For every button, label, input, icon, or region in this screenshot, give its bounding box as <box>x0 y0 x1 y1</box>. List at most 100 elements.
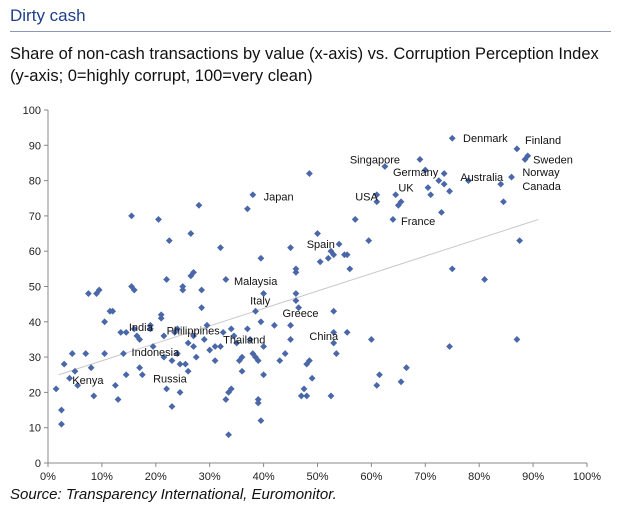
data-point <box>58 406 65 414</box>
data-point <box>117 328 125 336</box>
data-point <box>481 276 488 283</box>
country-label: France <box>401 216 435 228</box>
data-point <box>219 328 227 336</box>
data-point <box>254 357 262 365</box>
data-point <box>203 321 211 329</box>
y-tick-label: 10 <box>29 423 41 435</box>
data-point <box>260 371 267 379</box>
country-label: Germany <box>393 167 439 179</box>
data-point <box>281 350 289 357</box>
data-point <box>516 237 524 245</box>
data-point <box>513 145 521 153</box>
data-point <box>403 364 410 372</box>
data-point <box>147 325 154 333</box>
country-label: Singapore <box>350 154 400 166</box>
data-point <box>171 328 179 336</box>
country-label: Denmark <box>463 133 508 145</box>
data-point <box>392 191 400 199</box>
data-point <box>176 360 184 368</box>
data-point <box>343 251 351 259</box>
x-tick-label: 70% <box>414 471 436 483</box>
data-point <box>187 230 195 237</box>
data-point <box>373 381 381 389</box>
data-point <box>128 212 135 220</box>
data-point <box>74 381 82 389</box>
country-label: Sweden <box>533 154 573 166</box>
x-tick-label: 80% <box>468 471 490 483</box>
data-point <box>114 396 122 403</box>
y-tick-label: 40 <box>29 317 41 329</box>
data-point <box>160 332 168 340</box>
data-point <box>244 325 251 333</box>
data-point <box>163 385 170 393</box>
data-point <box>335 240 343 248</box>
data-point <box>497 180 505 188</box>
data-point <box>176 389 184 396</box>
data-point <box>440 170 448 177</box>
data-point <box>397 198 405 206</box>
data-point <box>130 286 138 294</box>
data-point <box>138 371 146 379</box>
data-point <box>238 353 246 361</box>
data-point <box>200 336 208 343</box>
data-point <box>416 156 424 163</box>
data-point <box>160 353 168 361</box>
data-point <box>130 325 138 333</box>
country-label: India <box>129 322 154 334</box>
data-point <box>397 378 405 386</box>
data-point <box>246 336 254 343</box>
y-tick-label: 100 <box>23 105 41 117</box>
data-point <box>184 367 192 375</box>
data-point <box>435 177 443 184</box>
data-point <box>249 191 257 199</box>
data-point <box>184 339 192 347</box>
y-tick-label: 50 <box>29 282 41 294</box>
data-point <box>227 325 235 333</box>
data-point <box>300 385 308 393</box>
data-point <box>128 283 135 290</box>
x-tick-label: 60% <box>360 471 382 483</box>
data-point <box>109 307 117 315</box>
data-point <box>292 268 300 276</box>
country-label: Greece <box>282 308 318 320</box>
data-point <box>513 336 521 343</box>
chart-title: Dirty cash <box>10 6 86 25</box>
markers-group <box>52 134 532 439</box>
data-point <box>198 304 206 312</box>
data-point <box>82 350 90 357</box>
data-point <box>257 318 265 326</box>
data-point <box>179 283 187 290</box>
data-point <box>270 321 278 329</box>
country-label: Spain <box>307 239 335 251</box>
data-point <box>233 339 241 347</box>
data-point <box>195 201 203 209</box>
x-tick-label: 10% <box>91 471 113 483</box>
data-point <box>260 290 267 297</box>
x-tick-label: 0% <box>40 471 56 483</box>
country-label: Philippines <box>167 326 221 338</box>
data-point <box>292 265 300 273</box>
data-point <box>306 357 313 365</box>
data-point <box>157 311 165 319</box>
data-point <box>227 385 235 393</box>
data-point <box>230 332 238 340</box>
data-point <box>327 392 335 400</box>
data-point <box>330 328 338 336</box>
data-point <box>225 431 232 439</box>
data-point <box>157 314 165 322</box>
data-point <box>71 367 79 375</box>
data-point <box>60 360 68 368</box>
y-tick-label: 90 <box>29 140 41 152</box>
data-point <box>254 399 262 407</box>
data-point <box>330 251 338 259</box>
data-point <box>343 328 351 336</box>
data-point <box>111 381 119 389</box>
data-point <box>368 336 375 343</box>
data-point <box>149 343 157 350</box>
data-point <box>508 173 515 181</box>
data-point <box>260 343 267 350</box>
data-point <box>136 364 144 372</box>
